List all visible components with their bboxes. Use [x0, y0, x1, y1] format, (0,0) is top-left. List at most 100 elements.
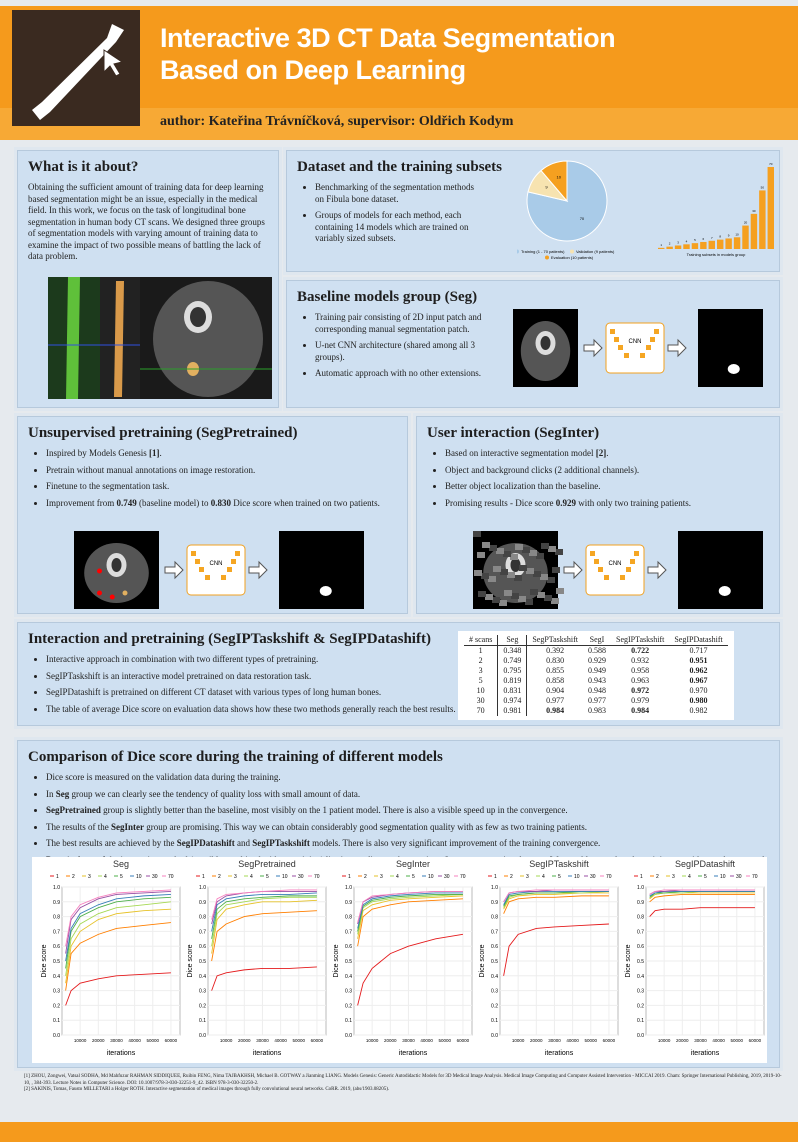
legend-label: 70 [314, 874, 320, 880]
bullet: The best results are achieved by the Seg… [46, 838, 769, 850]
bullet-text: Inspired by Models Genesis [46, 448, 149, 458]
table-cell: 0.588 [583, 646, 611, 657]
y-tick-label: 0.4 [199, 974, 206, 980]
noise [551, 598, 559, 604]
header-cell: SegIPTaskshift [611, 635, 669, 646]
bold-text: [2] [596, 448, 607, 458]
panel-pretraining: Unsupervised pretraining (SegPretrained)… [17, 416, 408, 614]
panel-title: Baseline models group (Seg) [297, 289, 769, 306]
cnn-layer [620, 575, 625, 580]
bold-text: SegPretrained [46, 805, 101, 815]
legend-label: 4 [250, 874, 253, 880]
noise [485, 594, 493, 600]
bullet-text: Finetune to the segmentation task. [46, 481, 169, 491]
output-image [698, 309, 763, 387]
bullet-text: The table of average Dice score on evalu… [46, 704, 456, 714]
bullet: SegIPTaskshift is an interactive model p… [46, 671, 456, 683]
bullet: In Seg group we can clearly see the tend… [46, 789, 769, 801]
table-cell: 0.962 [669, 666, 727, 676]
table-cell: 0.348 [498, 646, 527, 657]
noise [500, 569, 508, 575]
bullet-text: The results of the [46, 822, 111, 832]
x-axis-label: iterations [691, 1050, 720, 1057]
table-cell: 0.980 [669, 696, 727, 706]
table-cell: 0.904 [527, 686, 583, 696]
table-cell: 1 [464, 646, 498, 657]
bar [666, 247, 672, 249]
bullet: Pretrain without manual annotations on i… [46, 465, 397, 477]
x-tick-label: 30000 [256, 1038, 269, 1043]
table-cell: 0.392 [527, 646, 583, 657]
table-cell: 0.977 [583, 696, 611, 706]
y-tick-label: 0.8 [53, 915, 60, 921]
table-row: 30.7950.8550.9490.9580.962 [464, 666, 728, 676]
table-cell: 3 [464, 666, 498, 676]
noise [514, 575, 522, 581]
y-tick-label: 0.9 [53, 900, 60, 906]
bullet: Automatic approach with no other extensi… [315, 368, 505, 380]
bold-text: Seg [56, 789, 70, 799]
table-header: # scansSegSegPTaskshiftSegISegIPTaskshif… [464, 635, 728, 646]
y-tick-label: 1.0 [345, 885, 352, 891]
table-cell: 0.951 [669, 656, 727, 666]
x-tick-label: 10000 [658, 1038, 671, 1043]
noise [537, 592, 545, 598]
bullet-text: Pretrain without manual annotations on i… [46, 465, 255, 475]
table-cell: 0.830 [527, 656, 583, 666]
noise [522, 547, 530, 553]
table-row: 10.3480.3920.5880.7220.717 [464, 646, 728, 657]
bullet: The table of average Dice score on evalu… [46, 704, 456, 716]
legend-label: 10 [428, 874, 434, 880]
y-tick-label: 1.0 [491, 885, 498, 891]
bold-text: 0.749 [116, 498, 136, 508]
legend-label: 10 [720, 874, 726, 880]
y-tick-label: 0.6 [53, 944, 60, 950]
table-wrap: # scansSegSegPTaskshiftSegISegIPTaskshif… [458, 631, 734, 720]
x-tick-label: 10000 [220, 1038, 233, 1043]
y-tick-label: 0.0 [199, 1033, 206, 1039]
noise [510, 554, 518, 560]
legend-label: 3 [88, 874, 91, 880]
bullet: SegPretrained group is slightly better t… [46, 805, 769, 817]
y-tick-label: 0.9 [199, 900, 206, 906]
cnn-layer [227, 567, 232, 572]
noise [493, 566, 501, 572]
panel-title: What is it about? [28, 159, 268, 176]
cnn-layer [618, 345, 623, 350]
x-tick-label: 40000 [420, 1038, 433, 1043]
table-cell: 0.819 [498, 676, 527, 686]
cnn-layer [630, 559, 635, 564]
bullet-list: Training pair consisting of 2D input pat… [297, 312, 505, 380]
y-tick-label: 0.7 [53, 929, 60, 935]
bullet-text: In [46, 789, 56, 799]
bar-label: 9 [728, 233, 730, 237]
noise [489, 545, 497, 551]
noise [533, 571, 541, 577]
legend-label: 3 [380, 874, 383, 880]
bar [717, 240, 723, 249]
noise [525, 599, 533, 605]
header-cell: SegPTaskshift [527, 635, 583, 646]
reference: [1] ZHOU, Zongwei, Vatsal SODHA, Md Mahf… [24, 1074, 784, 1087]
y-tick-label: 0.2 [199, 1003, 206, 1009]
table-cell: 0.717 [669, 646, 727, 657]
segmentation [719, 586, 731, 596]
chart-title: SegPretrained [238, 859, 296, 869]
noise [515, 544, 523, 550]
y-tick-label: 0.8 [199, 915, 206, 921]
cnn-layer [634, 551, 639, 556]
x-tick-label: 50000 [585, 1038, 598, 1043]
bullet-text: (baseline model) to [137, 498, 211, 508]
y-tick-label: 0.0 [637, 1033, 644, 1039]
bar-label: 70 [769, 162, 773, 166]
noise [518, 596, 526, 602]
x-tick-label: 20000 [384, 1038, 397, 1043]
bar [725, 238, 731, 249]
noise [474, 570, 482, 576]
y-tick-label: 0.3 [491, 989, 498, 995]
noise [482, 542, 490, 548]
cnn-layer [199, 567, 204, 572]
y-tick-label: 0.7 [345, 929, 352, 935]
